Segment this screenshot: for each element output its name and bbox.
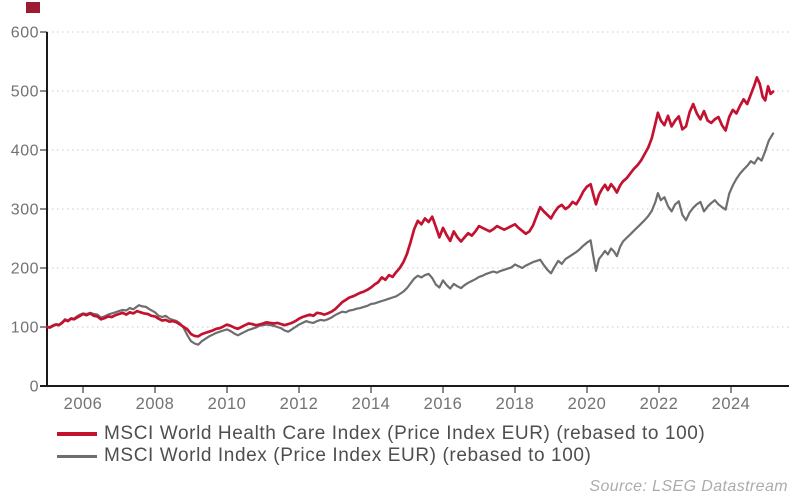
x-tick-label-2014: 2014 [352, 395, 391, 413]
legend-swatch-red-line [57, 432, 97, 436]
series-line-msci-world-health-care [45, 76, 775, 338]
x-tick-label-2024: 2024 [712, 395, 751, 413]
legend-item-world-index: MSCI World Index (Price Index EUR) (reba… [57, 445, 705, 467]
y-tick-label-600: 600 [11, 25, 39, 42]
y-tick-label-100: 100 [11, 320, 39, 337]
x-tick-label-2022: 2022 [640, 395, 679, 413]
y-tick-label-200: 200 [11, 261, 39, 278]
legend-label-world-index: MSCI World Index (Price Index EUR) (reba… [104, 445, 592, 466]
x-tick-label-2016: 2016 [424, 395, 463, 413]
source-attribution: Source: LSEG Datastream [589, 478, 788, 495]
y-tick-label-0: 0 [30, 379, 39, 396]
y-tick-label-300: 300 [11, 202, 39, 219]
x-tick-label-2012: 2012 [280, 395, 319, 413]
datastream-logo-square [26, 2, 40, 13]
y-tick-label-400: 400 [11, 143, 39, 160]
legend-item-health-care-index: MSCI World Health Care Index (Price Inde… [57, 423, 705, 445]
x-tick-label-2018: 2018 [496, 395, 535, 413]
legend-label-health-care-index: MSCI World Health Care Index (Price Inde… [104, 423, 706, 444]
x-tick-label-2006: 2006 [64, 395, 103, 413]
x-tick-label-2020: 2020 [568, 395, 607, 413]
x-tick-label-2008: 2008 [136, 395, 175, 413]
legend-swatch-gray-line [57, 454, 97, 458]
legend: MSCI World Health Care Index (Price Inde… [57, 423, 705, 467]
line-chart-canvas: 0 100 200 300 400 500 600 2006 2008 2010 2012 2014 2… [11, 25, 789, 413]
x-tick-label-2010: 2010 [208, 395, 247, 413]
series-line-msci-world [45, 132, 775, 346]
y-tick-label-500: 500 [11, 84, 39, 101]
